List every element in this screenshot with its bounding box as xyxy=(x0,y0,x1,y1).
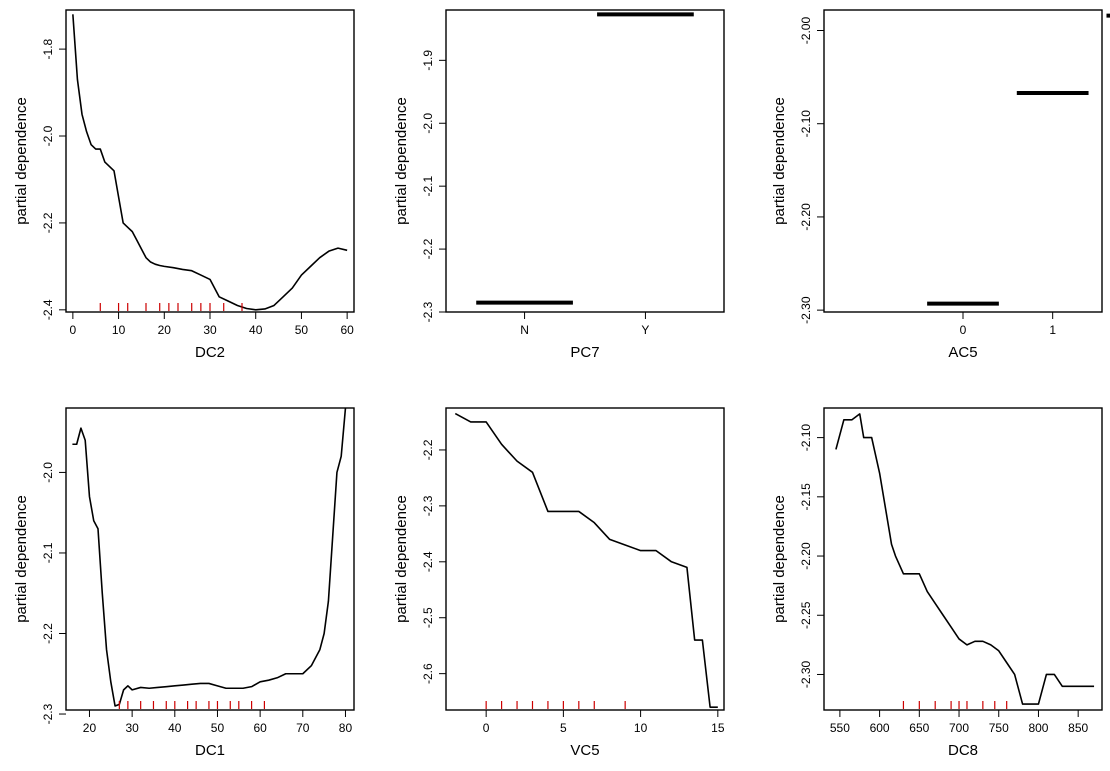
x-tick-label-dc8-0: 550 xyxy=(830,721,850,735)
plot-frame-dc8 xyxy=(823,407,1103,711)
series-line-vc5-0 xyxy=(454,412,718,708)
y-tick-label-dc1-0: -2.3 xyxy=(41,703,55,724)
y-tick-label-dc2-2: -2.0 xyxy=(41,125,55,146)
x-tick-label-dc2-6: 60 xyxy=(340,323,354,337)
panel-pc7: N Y -2.3 -2.2 -2.1 -2.0 -1.9 PC7 partial depende… xyxy=(393,9,725,361)
x-tick-label-dc8-1: 600 xyxy=(870,721,890,735)
x-axis-title-vc5: VC5 xyxy=(570,742,599,759)
y-tick-label-ac5-2: -2.10 xyxy=(799,110,813,138)
y-axis-title-ac5: partial dependence xyxy=(771,97,788,225)
panel-dc2: 0 10 20 30 40 50 60 -2.4 -2.2 -2.0 -1.8 DC2 partial … xyxy=(13,9,355,361)
y-tick-label-dc1-2: -2.1 xyxy=(41,542,55,563)
x-tick-label-pc7-0: N xyxy=(520,323,529,337)
x-tick-label-dc2-4: 40 xyxy=(249,323,263,337)
x-tick-label-dc1-1: 30 xyxy=(125,721,139,735)
x-axis-title-pc7: PC7 xyxy=(570,344,599,361)
series-line-dc1-0 xyxy=(72,407,347,707)
y-tick-label-pc7-1: -2.2 xyxy=(421,238,435,259)
x-tick-label-dc1-6: 80 xyxy=(339,721,353,735)
x-tick-label-dc8-2: 650 xyxy=(909,721,929,735)
y-axis-title-pc7: partial dependence xyxy=(393,97,410,225)
x-tick-label-ac5-0: 0 xyxy=(960,323,967,337)
x-tick-label-dc1-3: 50 xyxy=(211,721,225,735)
y-tick-label-vc5-1: -2.5 xyxy=(421,607,435,628)
panel-dc8: 550 600 650 700 750 800 850 -2.30 -2.25 -2.20 -2.1… xyxy=(771,407,1103,759)
y-tick-label-dc8-2: -2.20 xyxy=(799,542,813,570)
series-line-dc2-0 xyxy=(72,14,348,311)
x-tick-label-dc2-2: 20 xyxy=(158,323,172,337)
x-axis-title-dc8: DC8 xyxy=(948,742,978,759)
x-tick-label-dc8-3: 700 xyxy=(949,721,969,735)
y-tick-label-dc2-3: -1.8 xyxy=(41,38,55,59)
y-axis-title-dc1: partial dependence xyxy=(13,495,30,623)
y-tick-label-vc5-3: -2.3 xyxy=(421,495,435,516)
panel-vc5: 0 5 10 15 -2.6 -2.5 -2.4 -2.3 -2.2 VC5 partial dep… xyxy=(393,407,725,759)
x-axis-title-dc1: DC1 xyxy=(195,742,225,759)
x-tick-label-dc2-5: 50 xyxy=(295,323,309,337)
panel-dc1: 20 30 40 50 60 70 80 -2.3 -2.2 -2.1 -2.0 DC1 partial… xyxy=(13,407,355,759)
plot-frame-pc7 xyxy=(445,9,725,313)
y-tick-label-dc2-0: -2.4 xyxy=(41,299,55,320)
y-tick-label-ac5-1: -2.20 xyxy=(799,203,813,231)
x-tick-label-pc7-1: Y xyxy=(641,323,649,337)
y-tick-label-vc5-2: -2.4 xyxy=(421,551,435,572)
x-tick-label-dc2-3: 30 xyxy=(203,323,217,337)
y-axis-title-vc5: partial dependence xyxy=(393,495,410,623)
y-tick-label-dc8-1: -2.25 xyxy=(799,601,813,629)
x-tick-label-vc5-0: 0 xyxy=(483,721,490,735)
y-tick-label-vc5-4: -2.2 xyxy=(421,439,435,460)
y-tick-label-pc7-3: -2.0 xyxy=(421,113,435,134)
y-tick-label-dc1-1: -2.2 xyxy=(41,623,55,644)
y-tick-label-ac5-0: -2.30 xyxy=(799,296,813,324)
y-tick-label-vc5-0: -2.6 xyxy=(421,663,435,684)
y-tick-label-dc8-3: -2.15 xyxy=(799,483,813,511)
x-tick-label-vc5-2: 10 xyxy=(634,721,648,735)
x-tick-label-dc1-2: 40 xyxy=(168,721,182,735)
x-tick-label-ac5-1: 1 xyxy=(1049,323,1056,337)
x-tick-label-dc8-6: 850 xyxy=(1068,721,1088,735)
y-tick-label-dc1-3: -2.0 xyxy=(41,462,55,483)
x-tick-label-dc8-5: 800 xyxy=(1028,721,1048,735)
x-tick-label-dc2-0: 0 xyxy=(70,323,77,337)
plot-frame-dc1 xyxy=(65,407,355,711)
x-tick-label-vc5-3: 15 xyxy=(711,721,725,735)
y-tick-label-ac5-3: -2.00 xyxy=(799,17,813,45)
y-tick-label-pc7-2: -2.1 xyxy=(421,176,435,197)
y-tick-label-dc2-1: -2.2 xyxy=(41,212,55,233)
y-tick-label-dc8-0: -2.30 xyxy=(799,660,813,688)
x-tick-label-vc5-1: 5 xyxy=(560,721,567,735)
series-line-dc8-0 xyxy=(835,413,1095,705)
x-axis-title-ac5: AC5 xyxy=(948,344,977,361)
x-tick-label-dc1-5: 70 xyxy=(296,721,310,735)
x-tick-label-dc1-0: 20 xyxy=(83,721,97,735)
panels: 0 10 20 30 40 50 60-2.4-2.2-2.0-1.8DC2partial … xyxy=(13,9,1110,759)
x-tick-label-dc8-4: 750 xyxy=(989,721,1009,735)
y-tick-label-dc8-4: -2.10 xyxy=(799,424,813,452)
plot-frame-vc5 xyxy=(445,407,725,711)
y-axis-title-dc8: partial dependence xyxy=(771,495,788,623)
x-axis-title-dc2: DC2 xyxy=(195,344,225,361)
x-tick-label-dc2-1: 10 xyxy=(112,323,126,337)
y-tick-label-pc7-4: -1.9 xyxy=(421,50,435,71)
y-tick-label-pc7-0: -2.3 xyxy=(421,301,435,322)
y-axis-title-dc2: partial dependence xyxy=(13,97,30,225)
x-tick-label-dc1-4: 60 xyxy=(253,721,267,735)
